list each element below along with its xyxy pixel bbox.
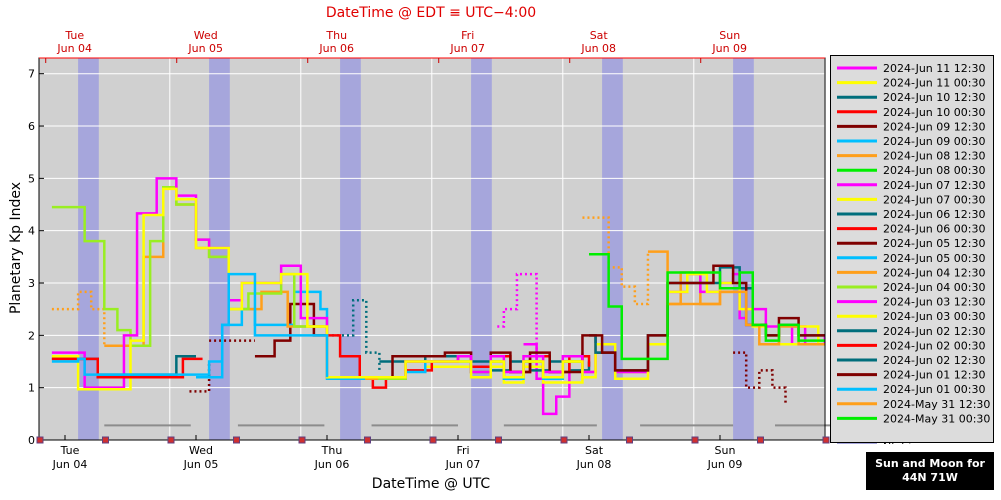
axis-marker <box>560 436 568 444</box>
x-tick-day: Sun <box>715 444 736 457</box>
axis-marker <box>102 436 109 444</box>
legend-label: 2024-Jun 08 12:30 <box>883 150 985 163</box>
series-line <box>589 252 825 361</box>
y-tick-label: 5 <box>28 172 35 185</box>
series-line <box>51 187 825 391</box>
series-line <box>51 272 329 378</box>
axis-marker <box>36 436 44 444</box>
top-x-tick-date: Jun 07 <box>449 42 485 55</box>
chart-title: DateTime @ EDT ≡ UTC−4:00 <box>325 5 537 21</box>
x-tick-day: Tue <box>60 444 80 457</box>
legend-swatch-night <box>837 443 877 451</box>
top-x-tick-day: Wed <box>194 29 218 42</box>
legend-label: 2024-Jun 03 12:30 <box>883 296 985 309</box>
series-line <box>51 290 106 345</box>
axis-marker <box>757 436 764 444</box>
top-x-tick-day: Sun <box>719 29 740 42</box>
axis-marker <box>233 436 240 444</box>
sun-moon-location-box: Sun and Moon for 44N 71W <box>866 452 994 490</box>
x-tick-day: Thu <box>321 444 343 457</box>
legend-label: 2024-Jun 08 00:30 <box>883 164 985 177</box>
y-tick-label: 4 <box>28 225 35 238</box>
axis-marker <box>626 436 633 444</box>
y-tick-label: 3 <box>28 277 35 290</box>
night-band <box>471 58 492 440</box>
x-tick-date: Jun 06 <box>314 458 350 471</box>
x-axis-label: DateTime @ UTC <box>371 476 491 492</box>
axis-marker <box>298 436 306 444</box>
x-tick-date: Jun 07 <box>445 458 481 471</box>
night-band <box>602 58 623 440</box>
series-line <box>497 272 538 362</box>
legend-label: 2024-Jun 02 00:30 <box>883 339 985 352</box>
legend: 2024-Jun 11 12:30 2024-Jun 11 00:30 2024-J… <box>830 55 994 469</box>
night-band <box>733 58 754 440</box>
top-x-tick-date: Jun 05 <box>187 42 223 55</box>
y-tick-label: 0 <box>28 434 35 447</box>
axis-marker <box>364 436 371 444</box>
legend-label: 2024-Jun 04 12:30 <box>883 266 985 279</box>
top-x-tick-date: Jun 04 <box>56 42 92 55</box>
x-tick-day: Wed <box>189 444 213 457</box>
legend-label: 2024-Jun 11 12:30 <box>883 62 985 75</box>
legend-label: 2024-Jun 09 12:30 <box>883 120 985 133</box>
series-line <box>51 357 203 379</box>
y-axis-label: Planetary Kp Index <box>8 182 24 315</box>
x-tick-date: Jun 09 <box>707 458 743 471</box>
axis-marker <box>167 436 175 444</box>
legend-label: 2024-Jun 09 00:30 <box>883 135 985 148</box>
axis-marker <box>495 436 502 444</box>
y-tick-label: 2 <box>28 329 35 342</box>
axis-marker <box>822 436 830 444</box>
legend-label: 2024-Jun 11 00:30 <box>883 77 985 90</box>
series-line <box>647 250 825 346</box>
top-x-tick-day: Fri <box>461 29 474 42</box>
legend-label: 2024-Jun 05 00:30 <box>883 252 985 265</box>
top-x-tick-date: Jun 08 <box>580 42 616 55</box>
axis-marker <box>429 436 437 444</box>
y-tick-label: 6 <box>28 120 35 133</box>
series-line <box>582 216 650 306</box>
top-x-tick-day: Thu <box>325 29 347 42</box>
legend-label: 2024-Jun 04 00:30 <box>883 281 985 294</box>
y-tick-label: 7 <box>28 68 35 81</box>
night-band <box>78 58 99 440</box>
x-tick-date: Jun 08 <box>576 458 612 471</box>
legend-label: 2024-Jun 07 12:30 <box>883 179 985 192</box>
x-tick-date: Jun 04 <box>52 458 88 471</box>
legend-label: Night <box>883 441 913 444</box>
series-group <box>51 177 825 416</box>
series-line <box>189 361 211 393</box>
legend-label: 2024-May 31 12:30 <box>883 398 990 411</box>
x-tick-date: Jun 05 <box>183 458 219 471</box>
legend-label: 2024-Jun 07 00:30 <box>883 193 985 206</box>
top-x-tick-day: Tue <box>64 29 84 42</box>
legend-label: 2024-Jun 03 00:30 <box>883 310 985 323</box>
legend-label: 2024-Jun 01 00:30 <box>883 383 985 396</box>
legend-label: 2024-Jun 02 12:30 <box>883 325 985 338</box>
legend-label: 2024-May 31 00:30 <box>883 412 990 425</box>
axis-marker <box>691 436 699 444</box>
legend-label: 2024-Jun 10 00:30 <box>883 106 985 119</box>
top-x-tick-date: Jun 09 <box>711 42 747 55</box>
top-x-tick-day: Sat <box>590 29 609 42</box>
legend-label: 2024-Jun 01 12:30 <box>883 369 985 382</box>
legend-label: 2024-Jun 05 12:30 <box>883 237 985 250</box>
x-tick-day: Sat <box>585 444 604 457</box>
top-x-tick-date: Jun 06 <box>318 42 354 55</box>
sun-moon-location: 44N 71W <box>902 471 958 484</box>
legend-label: 2024-Jun 10 12:30 <box>883 91 985 104</box>
y-tick-label: 1 <box>28 382 35 395</box>
series-line <box>327 299 381 371</box>
night-band <box>340 58 361 440</box>
legend-label: 2024-Jun 06 12:30 <box>883 208 985 221</box>
x-tick-day: Fri <box>456 444 469 457</box>
legend-label: 2024-Jun 06 00:30 <box>883 223 985 236</box>
legend-label: 2024-Jun 02 12:30 <box>883 354 985 367</box>
sun-moon-title: Sun and Moon for <box>875 457 985 470</box>
